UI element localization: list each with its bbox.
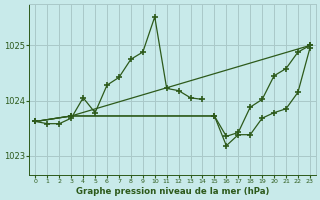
X-axis label: Graphe pression niveau de la mer (hPa): Graphe pression niveau de la mer (hPa)	[76, 187, 269, 196]
